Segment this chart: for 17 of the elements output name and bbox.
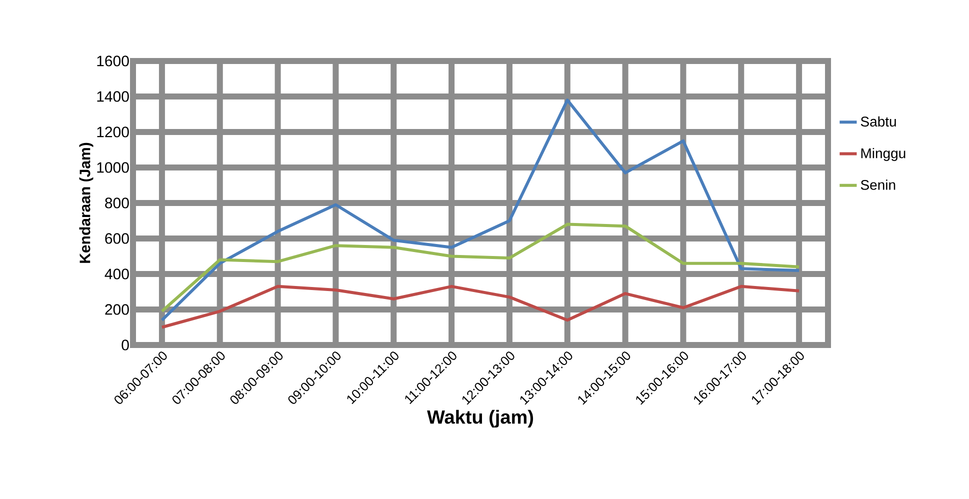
line-series	[160, 98, 801, 322]
legend-label: Sabtu	[860, 116, 896, 127]
y-axis-title: Kendaraan (Jam)	[79, 142, 94, 263]
y-tick-label: 400	[104, 268, 129, 280]
legend-label: Senin	[860, 180, 896, 190]
y-tick-label: 1000	[97, 162, 129, 173]
y-tick-label: 600	[105, 233, 129, 244]
y-tick-label: 200	[105, 304, 129, 315]
y-tick-label: 1400	[97, 91, 129, 102]
y-tick-label: 1200	[97, 126, 129, 138]
y-tick-label: 1600	[97, 56, 129, 66]
y-tick-label: 0	[122, 340, 129, 350]
y-tick-label: 800	[105, 198, 129, 208]
legend-label: Minggu	[861, 148, 906, 162]
line-series	[160, 284, 801, 329]
line-series	[160, 222, 801, 313]
x-axis-title: Waktu (jam)	[427, 410, 534, 428]
